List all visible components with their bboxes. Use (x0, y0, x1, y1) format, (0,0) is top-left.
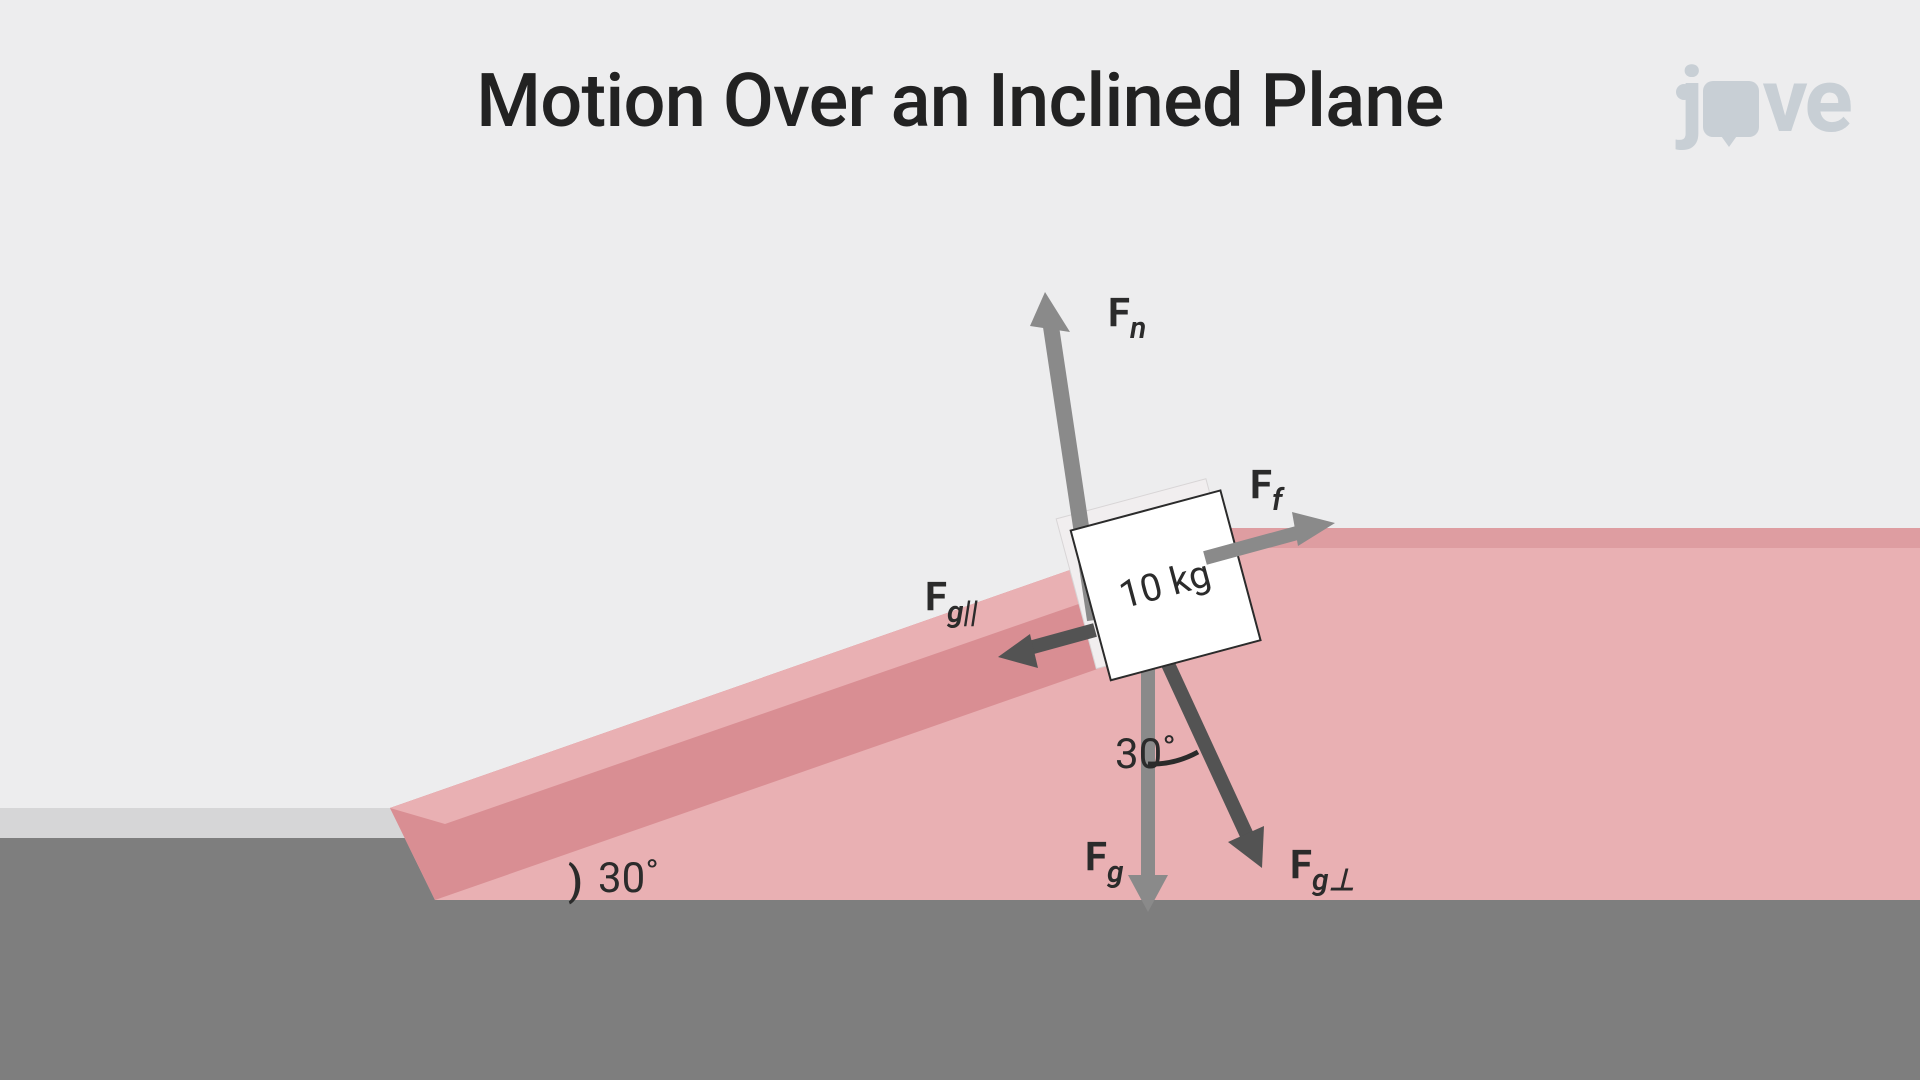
force-angle-label: 30˚ (1115, 730, 1176, 779)
inclined-plane-diagram: ) 30˚ 30˚ 10 kg (0, 0, 1920, 1080)
incline-angle-paren: ) (568, 857, 583, 906)
canvas: Motion Over an Inclined Plane j ve ) 30˚ (0, 0, 1920, 1080)
label-Ff: Ff (1250, 461, 1285, 518)
label-Fn: Fn (1108, 289, 1146, 346)
incline-angle-label: 30˚ (598, 854, 659, 903)
